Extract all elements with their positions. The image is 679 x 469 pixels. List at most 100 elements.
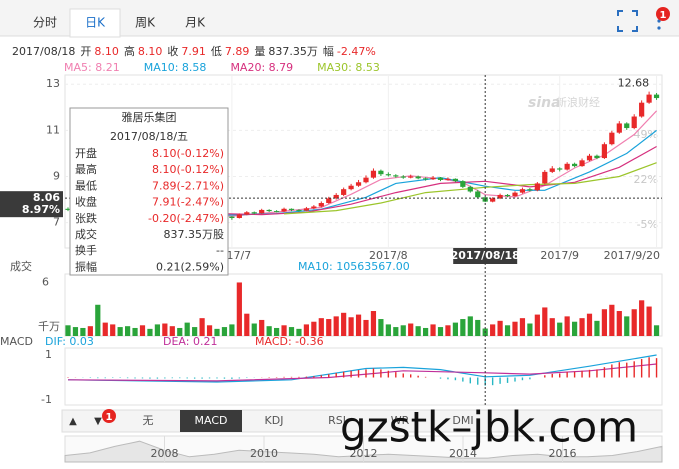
volume-bar [206, 325, 213, 336]
bottom-tab[interactable]: 无 [143, 414, 154, 427]
candle-body [318, 203, 324, 207]
volume-bar [490, 324, 496, 336]
volume-bar [393, 327, 399, 336]
volume-bar [452, 322, 458, 336]
bottom-tab[interactable]: DMI [452, 414, 473, 427]
volume-bar [497, 320, 503, 336]
volume-bar [266, 326, 272, 336]
tab[interactable]: 日K [85, 16, 106, 30]
volume-bar [631, 309, 637, 336]
crosshair-price: 8.06 [33, 191, 60, 204]
volume-title: 成交 [10, 259, 32, 273]
volume-bar [348, 317, 354, 336]
volume-bar [572, 321, 578, 336]
candle-body [609, 132, 615, 145]
candle-body [586, 155, 593, 161]
volume-bar [117, 327, 123, 336]
candle-body [355, 182, 362, 186]
bottom-tab[interactable]: RSI [328, 414, 346, 427]
volume-bar [512, 321, 518, 336]
watermark-logo: sina [528, 95, 561, 111]
price-panel [64, 74, 663, 249]
x-tick-label: 2017/9/20 [604, 249, 660, 262]
volume-bar [534, 314, 540, 336]
volume-bar [326, 319, 332, 336]
tooltip-label: 成交 [75, 227, 97, 241]
tooltip-value: -0.20(-2.47%) [148, 212, 224, 225]
tab[interactable]: 分时 [33, 16, 57, 30]
crosshair-date-box [453, 248, 518, 264]
crosshair-price-box [0, 191, 63, 218]
candle-body [594, 155, 600, 159]
info-value: 7.89 [225, 45, 250, 58]
tab[interactable]: 周K [135, 16, 156, 30]
volume-bar [460, 319, 466, 336]
overview-year: 2016 [549, 447, 577, 460]
volume-bar [229, 324, 235, 336]
volume-bar [542, 307, 548, 336]
volume-bar [333, 316, 339, 336]
candle-body [646, 94, 652, 103]
badge-text: 1 [660, 10, 667, 21]
volume-bar [586, 313, 593, 336]
bottom-tab[interactable]: WR [391, 414, 410, 427]
macd-line [67, 354, 657, 383]
candle-body [437, 177, 444, 180]
volume-bar [527, 323, 533, 336]
tooltip-label: 最高 [75, 162, 97, 176]
candle-body [542, 171, 548, 184]
info-line: 2017/08/18 开 8.10 高 8.10 收 7.91 低 7.89 量 837.35万幅 -… [12, 44, 376, 58]
candle-body [653, 94, 660, 99]
volume-bar [236, 282, 242, 336]
volume-bar [192, 327, 198, 336]
ma-legend-item: MA5: 8.21 [64, 61, 120, 74]
volume-bar [132, 327, 138, 336]
candle-body [311, 206, 317, 209]
volume-bar [214, 328, 220, 336]
volume-bar [244, 313, 250, 336]
candle-body [408, 176, 414, 178]
arrow-button[interactable]: ▲ [69, 416, 77, 427]
candle-body [348, 185, 354, 190]
bottom-tab[interactable]: MACD [195, 414, 228, 427]
volume-bar [564, 316, 570, 336]
volume-bar [274, 327, 280, 336]
info-label: 高 [124, 44, 135, 58]
candle-body [467, 186, 473, 192]
macd-title: MACD [0, 335, 33, 348]
volume-bar [72, 327, 79, 336]
volume-bar [125, 326, 131, 336]
candle-body [519, 189, 526, 193]
candle-body [244, 212, 250, 215]
volume-bar [400, 325, 406, 336]
candle-body [631, 116, 637, 129]
candle-body [579, 160, 585, 167]
crosshair-date: 2017/08/18 [451, 249, 520, 262]
candle-body [423, 178, 429, 180]
volume-bar [318, 318, 324, 336]
fullscreen-icon[interactable] [617, 10, 638, 32]
candle-body [326, 198, 332, 204]
y-tick-label: 7 [53, 216, 60, 229]
site-watermark: gzstk–jbk.com [340, 403, 638, 452]
volume-bar [341, 312, 347, 336]
max-label: 12.68 [618, 77, 650, 90]
candle-body [564, 163, 570, 170]
candle-body [259, 209, 265, 214]
volume-bar [303, 324, 309, 336]
tooltip-label: 振幅 [75, 259, 97, 273]
volume-bar [579, 318, 585, 336]
volume-tick: 6 [42, 275, 49, 288]
candle-body [557, 168, 563, 170]
tab[interactable]: 月K [185, 16, 206, 30]
arrow-button[interactable]: ▼ [94, 416, 102, 427]
volume-unit: 千万 [38, 320, 60, 333]
bottom-tab[interactable]: KDJ [265, 414, 284, 427]
overview-year: 2014 [449, 447, 477, 460]
candle-body [229, 216, 235, 219]
volume-bar [437, 327, 444, 336]
candle-body [601, 144, 607, 159]
candle-body [445, 178, 451, 180]
volume-bar [65, 325, 71, 336]
